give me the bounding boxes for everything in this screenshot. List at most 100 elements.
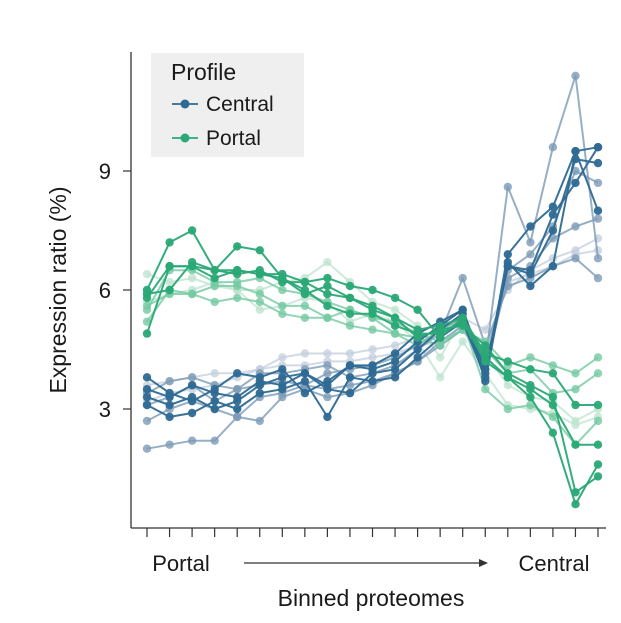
y-tick-label: 9 — [99, 159, 111, 184]
data-point — [323, 349, 332, 358]
data-point — [142, 400, 152, 410]
data-point — [548, 428, 558, 437]
data-point — [165, 377, 174, 386]
x-axis-title: Binned proteomes — [278, 585, 465, 611]
data-point — [481, 341, 490, 350]
data-point — [300, 285, 310, 295]
legend-portal-label: Portal — [206, 127, 261, 150]
data-point — [368, 353, 377, 362]
data-point — [548, 412, 558, 422]
data-point — [278, 285, 287, 295]
data-point — [233, 369, 242, 378]
legend-title: Profile — [171, 59, 236, 85]
data-point — [458, 337, 467, 346]
data-point — [368, 301, 377, 311]
data-point — [548, 210, 558, 219]
data-point — [187, 408, 197, 418]
y-ticks: 3 6 9 — [99, 159, 131, 422]
data-point — [255, 373, 264, 382]
data-point — [233, 242, 242, 251]
data-point — [368, 285, 377, 295]
data-point — [503, 258, 512, 267]
data-point — [390, 373, 400, 382]
data-point — [548, 361, 558, 370]
data-point — [390, 305, 400, 314]
data-point — [323, 313, 332, 322]
data-point — [142, 444, 152, 453]
data-point — [503, 357, 512, 366]
data-point — [436, 333, 445, 342]
legend-box — [151, 53, 304, 157]
data-point — [323, 281, 332, 291]
data-point — [255, 416, 264, 426]
data-point — [142, 385, 152, 394]
data-point — [548, 262, 558, 271]
data-point — [187, 226, 197, 235]
data-point — [368, 309, 377, 318]
data-point — [593, 440, 603, 449]
data-point — [368, 325, 377, 334]
data-point — [233, 385, 242, 394]
data-point — [481, 385, 490, 394]
data-point — [571, 147, 580, 156]
data-point — [345, 361, 355, 370]
data-point — [255, 289, 264, 299]
data-point — [571, 400, 580, 410]
data-point — [593, 400, 603, 410]
data-point — [345, 281, 355, 291]
data-point — [255, 269, 264, 279]
data-point — [345, 321, 355, 330]
data-point — [345, 373, 355, 382]
data-point — [345, 349, 355, 358]
data-point — [503, 182, 512, 192]
data-point — [142, 305, 152, 314]
data-point — [571, 222, 580, 231]
data-point — [593, 254, 603, 263]
data-point — [481, 357, 490, 366]
data-point — [323, 258, 332, 267]
data-point — [593, 416, 603, 426]
data-point — [481, 349, 490, 358]
data-point — [142, 293, 152, 303]
legend-central-label: Central — [206, 93, 274, 116]
legend-portal-marker — [180, 133, 190, 143]
data-point — [526, 238, 535, 247]
data-point — [593, 353, 603, 362]
x-ticks — [146, 528, 599, 537]
data-point — [278, 353, 287, 362]
data-point — [255, 305, 264, 314]
data-point — [210, 396, 219, 406]
data-point — [593, 158, 603, 168]
data-point — [278, 309, 287, 318]
data-point — [571, 71, 580, 81]
data-point — [210, 404, 219, 414]
data-point — [187, 396, 197, 406]
data-point — [548, 369, 558, 378]
data-point — [323, 377, 332, 386]
data-point — [187, 289, 197, 299]
data-point — [593, 472, 603, 481]
data-point — [278, 373, 287, 382]
data-point — [210, 369, 219, 378]
data-point — [210, 385, 219, 394]
data-point — [593, 143, 603, 152]
data-point — [165, 412, 174, 422]
data-point — [571, 440, 580, 449]
data-point — [390, 341, 400, 350]
data-point — [571, 178, 580, 188]
data-point — [548, 226, 558, 235]
data-point — [210, 297, 219, 307]
data-point — [436, 353, 445, 362]
data-point — [526, 392, 535, 402]
series-central-10 — [142, 143, 603, 406]
data-point — [345, 293, 355, 303]
legend-entry-portal: Portal — [172, 127, 261, 150]
data-point — [255, 297, 264, 307]
series-central-7 — [142, 147, 603, 422]
data-point — [526, 250, 535, 259]
data-point — [210, 436, 219, 445]
data-point — [571, 500, 580, 509]
legend: Profile Central Portal — [151, 53, 304, 157]
data-point — [255, 388, 264, 398]
data-point — [390, 329, 400, 338]
